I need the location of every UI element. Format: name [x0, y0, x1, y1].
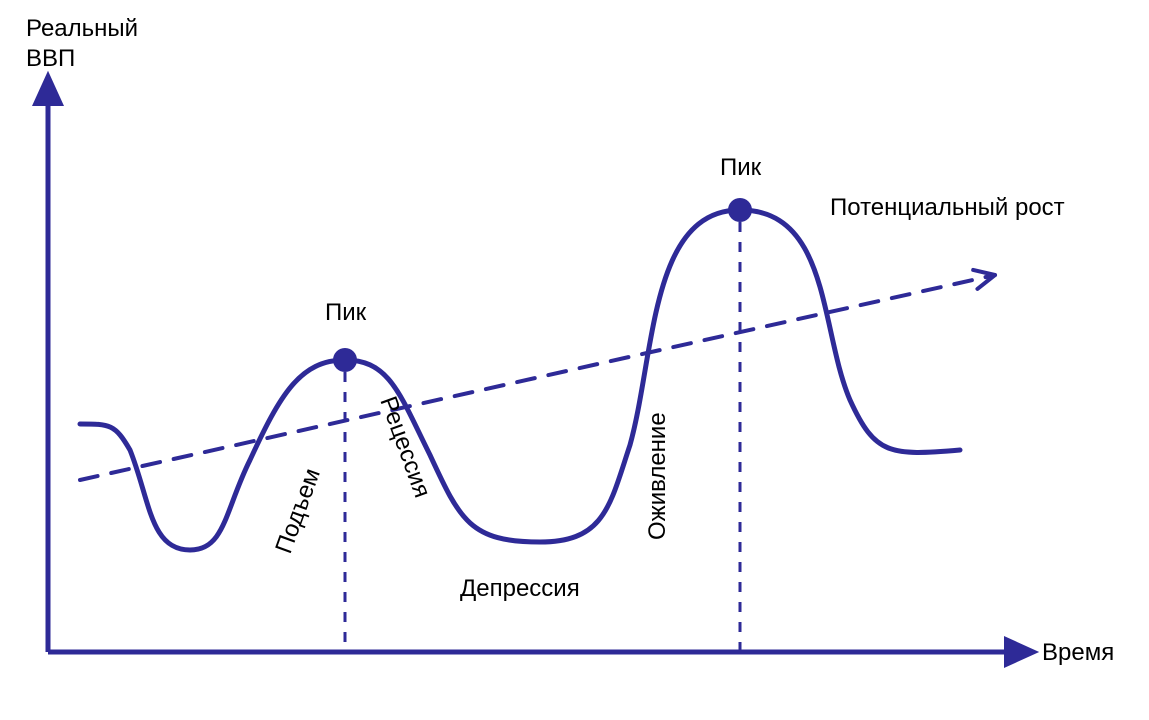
peak-marker-2	[728, 198, 752, 222]
y-axis-label-line2: ВВП	[26, 45, 75, 72]
business-cycle-diagram: ПикПик ПодъемРецессияДепрессияОживление …	[0, 0, 1149, 720]
phase-label-4: Оживление	[644, 412, 671, 540]
canvas-background	[0, 0, 1149, 720]
y-axis-label-line1: Реальный	[26, 15, 138, 42]
phase-label-3: Депрессия	[460, 575, 580, 602]
trend-label: Потенциальный рост	[830, 194, 1065, 221]
peak-label-2: Пик	[720, 154, 762, 181]
x-axis-label: Время	[1042, 639, 1114, 666]
peak-label-1: Пик	[325, 299, 367, 326]
peak-marker-1	[333, 348, 357, 372]
